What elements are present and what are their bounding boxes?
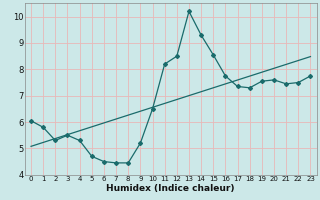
X-axis label: Humidex (Indice chaleur): Humidex (Indice chaleur) bbox=[107, 184, 235, 193]
